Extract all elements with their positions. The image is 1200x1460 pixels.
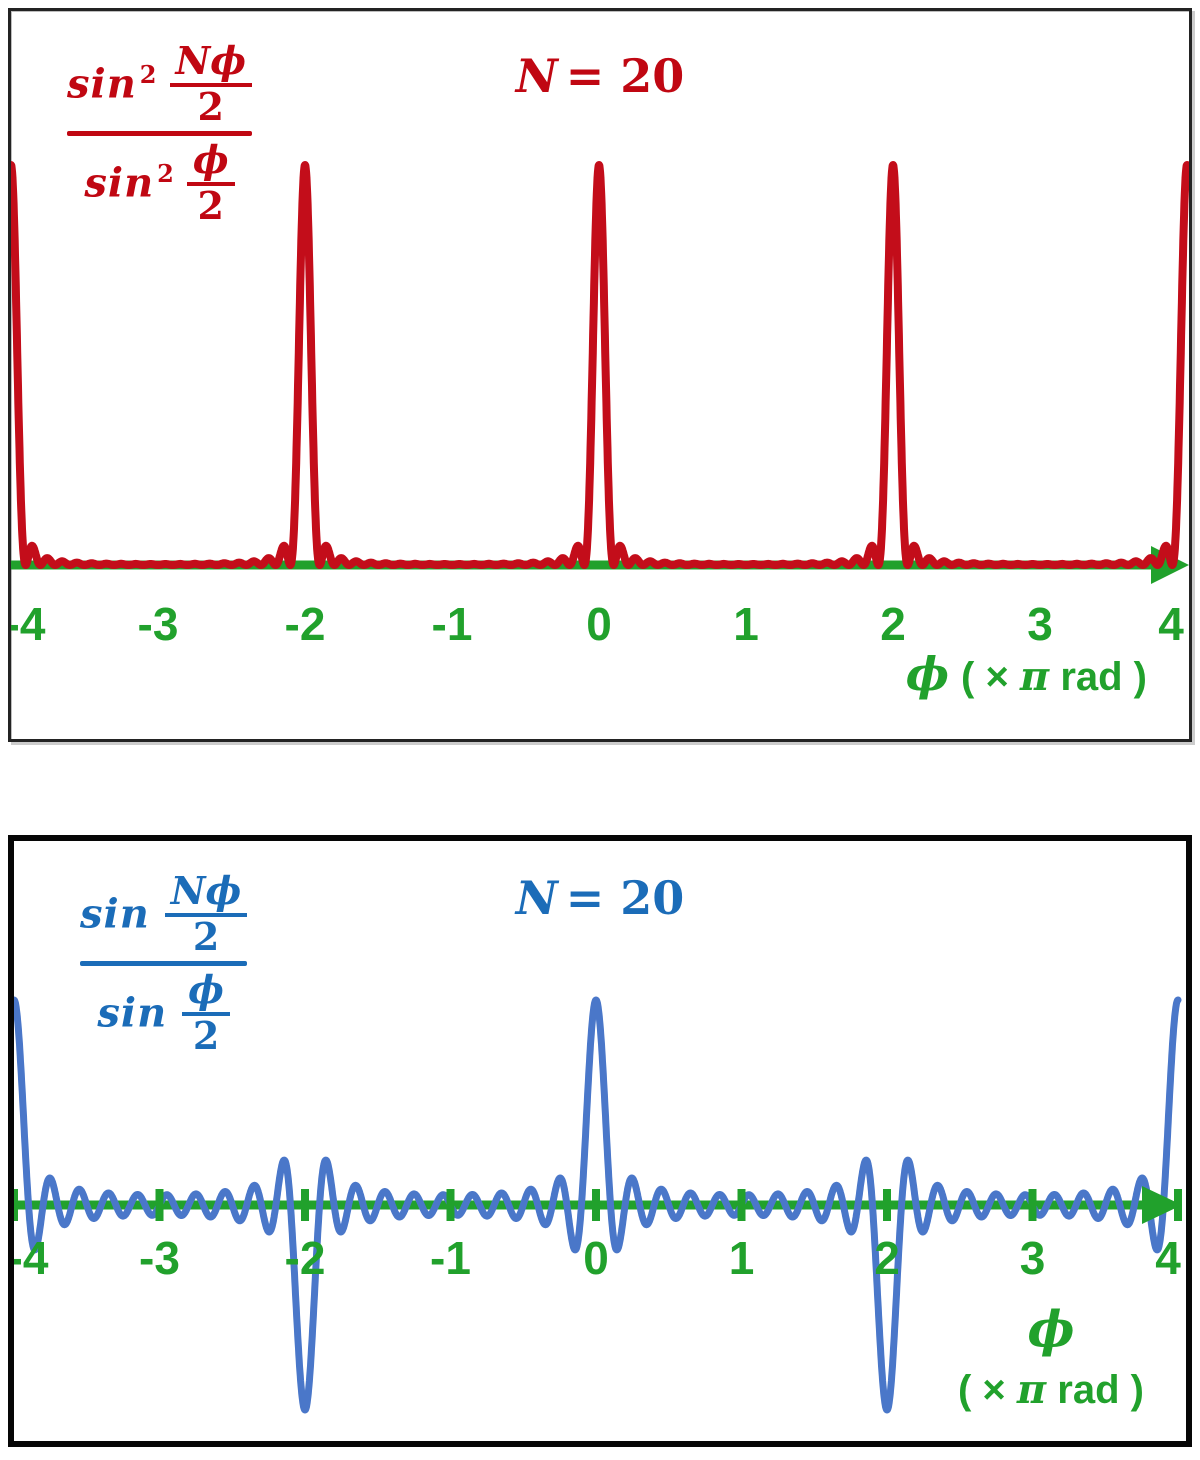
top-plot-title: N = 20 <box>515 49 685 103</box>
x-tick-label: 1 <box>733 598 759 650</box>
x-tick-label: 3 <box>1027 598 1053 650</box>
top-formula: sin 2 Nϕ 2 sin 2 ϕ 2 <box>67 41 253 226</box>
top-formula-denominator: sin 2 ϕ 2 <box>84 139 235 226</box>
x-tick-label: -4 <box>8 1232 49 1284</box>
x-tick-label: 2 <box>880 598 906 650</box>
x-tick-label: -3 <box>137 598 179 650</box>
x-tick-label: 0 <box>583 1232 609 1284</box>
fraction-bar <box>80 960 248 966</box>
top-plot-panel: sin 2 Nϕ 2 sin 2 ϕ 2 N = 20 ϕ( × π rad ) -4… <box>8 8 1192 742</box>
bottom-plot-title: N = 20 <box>515 871 685 925</box>
bottom-formula-denominator: sin ϕ 2 <box>97 969 230 1056</box>
pi-symbol: π <box>1016 1366 1047 1413</box>
fraction-bar <box>67 130 253 136</box>
x-tick-label: -2 <box>284 1232 326 1284</box>
x-tick-label: -1 <box>430 1232 471 1284</box>
phi-symbol: ϕ <box>1027 1299 1075 1358</box>
top-formula-numerator: sin 2 Nϕ 2 <box>67 41 253 127</box>
bottom-chart-canvas <box>14 996 1182 1414</box>
bottom-plot-panel: sin Nϕ 2 sin ϕ 2 N = 20 ϕ ( × π rad ) -4 -… <box>8 835 1192 1447</box>
top-chart-canvas <box>11 161 1189 584</box>
pi-symbol: π <box>1019 653 1050 700</box>
x-tick-label: 2 <box>874 1232 900 1284</box>
x-tick-label: -4 <box>8 598 46 650</box>
x-tick-label: 1 <box>728 1232 755 1284</box>
x-tick-label: 4 <box>1158 598 1184 650</box>
bottom-x-axis-label: ϕ ( × π rad ) <box>926 1299 1176 1413</box>
x-tick-label: -1 <box>431 598 473 650</box>
top-x-axis-label: ϕ( × π rad ) <box>905 647 1147 701</box>
x-tick-label: 3 <box>1019 1232 1046 1284</box>
x-tick-label: -3 <box>139 1232 180 1284</box>
x-tick-label: -2 <box>284 598 326 650</box>
phi-symbol: ϕ <box>905 647 950 701</box>
bottom-formula: sin Nϕ 2 sin ϕ 2 <box>80 871 248 1056</box>
bottom-formula-numerator: sin Nϕ 2 <box>80 871 248 957</box>
x-tick-label: 4 <box>1155 1232 1181 1284</box>
x-tick-label: 0 <box>586 598 612 650</box>
